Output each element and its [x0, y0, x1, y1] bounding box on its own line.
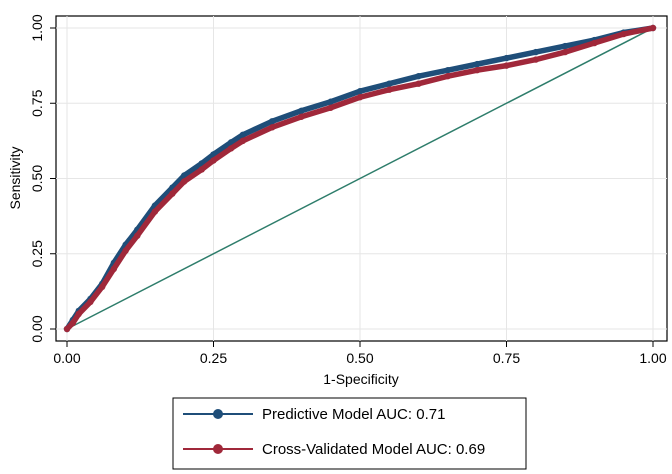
axes: 0.00 0.25 0.50 0.75 1.00 0.00 0.25 0.50 0.75 1.00: [29, 14, 667, 366]
x-tick-label: 0.75: [493, 350, 520, 366]
data-point: [210, 157, 217, 164]
data-point: [415, 72, 422, 80]
legend: Predictive Model AUC: 0.71 Cross-Validat…: [172, 397, 527, 470]
data-point: [181, 178, 188, 185]
data-point: [198, 166, 205, 173]
y-tick-label: 0.00: [29, 315, 45, 342]
series-layer: [63, 24, 657, 333]
data-point: [444, 66, 452, 74]
data-point: [227, 145, 235, 152]
data-point: [75, 310, 82, 318]
data-point: [122, 247, 129, 254]
data-point: [239, 137, 246, 145]
data-point: [134, 232, 141, 239]
legend-marker-cross-validated: [213, 444, 223, 454]
data-point: [591, 39, 598, 47]
y-tick-label: 1.00: [29, 14, 45, 41]
data-point: [169, 190, 176, 197]
data-point: [415, 80, 422, 87]
data-point: [87, 298, 94, 306]
data-point: [239, 131, 246, 139]
data-point: [503, 62, 510, 69]
data-point: [532, 48, 539, 56]
grid-lines: [56, 16, 667, 341]
legend-marker-predictive: [213, 409, 223, 419]
legend-label-predictive: Predictive Model AUC: 0.71: [262, 406, 445, 423]
data-point: [620, 30, 627, 38]
data-point: [298, 107, 305, 114]
data-point: [268, 124, 276, 131]
data-point: [227, 139, 235, 146]
y-axis-title: Sensitivity: [7, 146, 23, 209]
data-point: [110, 265, 118, 272]
data-point: [151, 208, 159, 215]
data-point: [63, 325, 71, 333]
data-point: [98, 283, 106, 291]
data-point: [474, 60, 481, 68]
data-point: [532, 56, 539, 63]
x-tick-label: 0.50: [346, 350, 373, 366]
data-point: [268, 118, 276, 125]
data-point: [503, 54, 510, 62]
data-point: [386, 80, 393, 87]
x-tick-label: 0.25: [200, 350, 227, 366]
data-point: [327, 104, 334, 111]
x-tick-label: 0.00: [53, 350, 80, 366]
y-tick-label: 0.75: [29, 89, 45, 116]
data-point: [69, 319, 77, 327]
legend-label-cross-validated: Cross-Validated Model AUC: 0.69: [262, 441, 485, 458]
x-axis-title: 1-Specificity: [323, 371, 398, 387]
series-line-2: [66, 27, 654, 330]
y-tick-label: 0.50: [29, 165, 45, 192]
data-point: [649, 24, 657, 32]
data-point: [444, 72, 452, 80]
data-point: [561, 48, 569, 56]
y-tick-label: 0.25: [29, 240, 45, 267]
x-tick-label: 1.00: [639, 350, 666, 366]
data-point: [356, 94, 364, 101]
data-point: [327, 98, 334, 105]
data-point: [356, 88, 364, 95]
data-point: [386, 86, 393, 93]
data-point: [474, 66, 481, 74]
data-point: [298, 113, 305, 120]
data-point: [561, 42, 569, 50]
legend-box: [172, 397, 527, 470]
